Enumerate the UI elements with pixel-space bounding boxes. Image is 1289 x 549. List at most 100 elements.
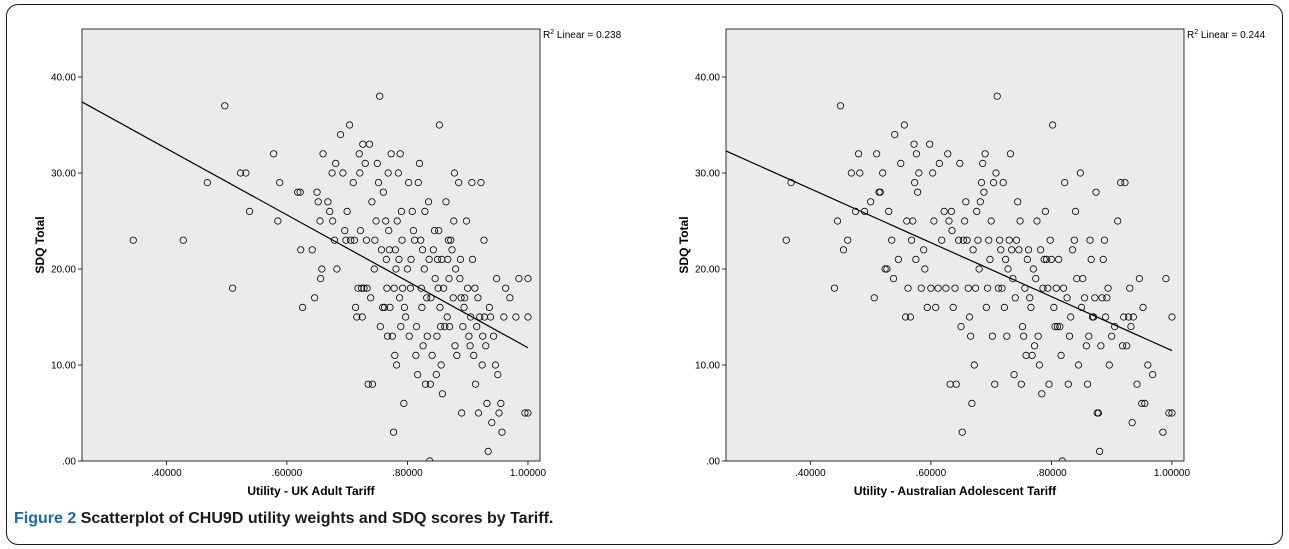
data-point xyxy=(1020,332,1028,340)
data-point xyxy=(1118,342,1127,350)
data-points xyxy=(129,92,532,461)
data-point xyxy=(397,207,405,215)
data-point xyxy=(462,217,471,225)
data-point xyxy=(297,246,305,254)
data-point xyxy=(368,198,376,206)
data-point xyxy=(433,332,441,340)
data-point xyxy=(917,284,925,292)
data-point xyxy=(983,284,992,292)
plot-area xyxy=(725,28,1185,462)
data-point xyxy=(390,284,398,292)
data-point xyxy=(911,179,919,187)
data-point xyxy=(452,265,460,273)
data-point xyxy=(524,409,532,417)
data-point xyxy=(493,274,501,283)
data-point xyxy=(945,217,953,225)
y-tick-label: 30.00 xyxy=(51,169,76,180)
data-point xyxy=(929,169,937,177)
data-point xyxy=(926,140,934,148)
data-point xyxy=(958,428,966,436)
data-point xyxy=(1105,361,1113,369)
data-point xyxy=(1012,236,1021,244)
data-point xyxy=(1026,294,1034,302)
y-tick-label: .00 xyxy=(706,457,720,468)
data-point xyxy=(993,92,1001,100)
data-point xyxy=(444,236,452,244)
data-point xyxy=(374,179,383,187)
data-point xyxy=(483,399,491,407)
data-point xyxy=(316,217,324,225)
data-point xyxy=(836,102,845,110)
data-point xyxy=(402,313,410,321)
data-point xyxy=(368,380,377,388)
data-point xyxy=(392,265,400,273)
data-point xyxy=(385,227,393,235)
data-point xyxy=(294,188,302,196)
data-point xyxy=(467,313,475,321)
data-point xyxy=(1055,255,1063,263)
data-point xyxy=(367,294,375,302)
x-axis-title: Utility - Australian Adolescent Tariff xyxy=(854,484,1057,498)
data-point xyxy=(959,236,968,244)
data-point xyxy=(1098,294,1106,302)
data-point xyxy=(1053,322,1062,331)
data-point xyxy=(436,322,445,331)
data-point xyxy=(386,303,394,311)
data-point xyxy=(876,188,884,196)
data-point xyxy=(1028,351,1036,359)
data-point xyxy=(494,370,502,379)
data-point xyxy=(482,342,490,350)
data-point xyxy=(365,140,374,148)
data-point xyxy=(276,179,284,187)
data-point xyxy=(408,207,416,215)
data-point xyxy=(1092,188,1100,196)
data-point xyxy=(1063,294,1071,302)
data-point xyxy=(1050,303,1058,311)
data-point xyxy=(486,313,495,321)
figure-caption-label: Figure 2 xyxy=(14,510,77,527)
data-point xyxy=(1127,322,1135,331)
data-point xyxy=(455,179,463,187)
data-point xyxy=(395,255,403,263)
data-point xyxy=(430,227,439,235)
data-point xyxy=(1080,294,1089,302)
data-point xyxy=(406,284,415,292)
data-point xyxy=(883,265,891,273)
x-tick-label: 1.00000 xyxy=(1154,468,1191,479)
data-point xyxy=(388,332,396,340)
y-tick-label: 30.00 xyxy=(695,169,720,180)
data-point xyxy=(393,217,401,225)
data-point xyxy=(1133,380,1141,388)
data-point xyxy=(1010,370,1018,379)
data-point xyxy=(464,284,472,292)
data-point xyxy=(1043,255,1051,263)
data-point xyxy=(1024,246,1033,254)
data-point xyxy=(242,169,250,177)
data-point xyxy=(1121,179,1129,187)
plot-area xyxy=(81,28,541,462)
data-point xyxy=(1065,332,1074,340)
data-point xyxy=(1030,342,1039,350)
data-point xyxy=(949,303,957,311)
data-point xyxy=(308,246,316,254)
data-point xyxy=(1039,284,1047,292)
data-point xyxy=(1040,255,1048,263)
data-point xyxy=(914,188,922,196)
data-point xyxy=(415,159,424,167)
data-point xyxy=(400,399,408,407)
fit-line xyxy=(725,150,1173,352)
data-point xyxy=(935,159,943,167)
data-point xyxy=(873,150,881,158)
data-point xyxy=(398,236,406,244)
data-point xyxy=(1083,380,1092,388)
y-axis-title: SDQ Total xyxy=(33,216,47,273)
data-point xyxy=(436,303,444,311)
data-point xyxy=(1141,399,1149,407)
data-point xyxy=(1008,246,1016,254)
data-point xyxy=(488,418,496,427)
data-point xyxy=(460,303,468,311)
data-point xyxy=(317,274,325,283)
data-point xyxy=(449,294,457,302)
data-point xyxy=(1006,150,1015,158)
